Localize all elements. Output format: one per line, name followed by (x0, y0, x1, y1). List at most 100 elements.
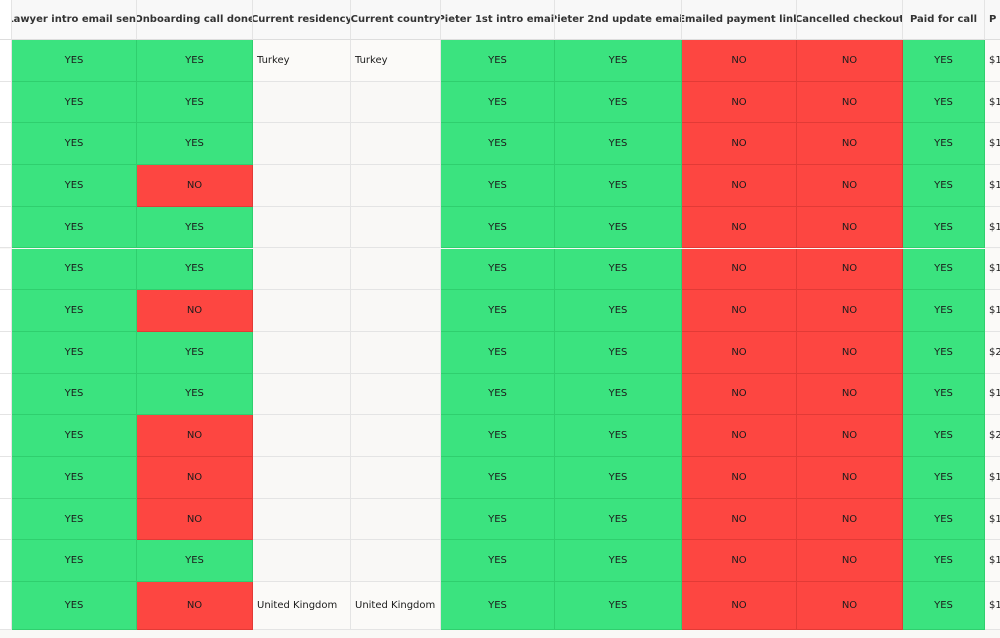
no-cell: NO (797, 373, 903, 416)
yes-cell: YES (903, 540, 985, 583)
yes-cell: YES (441, 206, 555, 249)
no-cell: NO (797, 40, 903, 82)
cell: $1 (985, 498, 1000, 541)
cell: $1 (985, 81, 1000, 124)
empty-cell (253, 206, 351, 249)
yes-cell: YES (903, 123, 985, 166)
yes-cell: YES (555, 415, 682, 457)
yes-cell: YES (441, 123, 555, 166)
yes-cell: YES (137, 81, 253, 124)
empty-cell (253, 123, 351, 166)
no-cell: NO (682, 81, 797, 124)
yes-cell: YES (441, 248, 555, 291)
no-cell: NO (682, 123, 797, 166)
yes-cell: YES (137, 540, 253, 583)
cell: $1 (985, 540, 1000, 583)
column-header: Current country (351, 0, 441, 40)
yes-cell: YES (903, 290, 985, 332)
empty-cell (253, 457, 351, 499)
row-header-cell (0, 206, 12, 249)
yes-cell: YES (555, 81, 682, 124)
no-cell: NO (137, 165, 253, 207)
yes-cell: YES (555, 331, 682, 374)
empty-cell (351, 457, 441, 499)
yes-cell: YES (555, 40, 682, 82)
yes-cell: YES (137, 248, 253, 291)
yes-cell: YES (12, 373, 137, 416)
cell: United Kingdom (351, 582, 441, 631)
cell: $2 (985, 415, 1000, 457)
no-cell: NO (682, 248, 797, 291)
no-cell: NO (797, 540, 903, 583)
column-header: Pieter 2nd update email (555, 0, 682, 40)
yes-cell: YES (441, 373, 555, 416)
yes-cell: YES (441, 457, 555, 499)
no-cell: NO (797, 582, 903, 631)
no-cell: NO (797, 498, 903, 541)
no-cell: NO (682, 415, 797, 457)
column-header: Current residency (253, 0, 351, 40)
empty-cell (351, 81, 441, 124)
empty-cell (351, 373, 441, 416)
no-cell: NO (797, 81, 903, 124)
yes-cell: YES (555, 498, 682, 541)
yes-cell: YES (12, 457, 137, 499)
yes-cell: YES (903, 582, 985, 631)
column-header: Paid for call (903, 0, 985, 40)
cell: Turkey (253, 40, 351, 82)
yes-cell: YES (12, 123, 137, 166)
cell: United Kingdom (253, 582, 351, 631)
yes-cell: YES (555, 373, 682, 416)
yes-cell: YES (441, 415, 555, 457)
empty-cell (351, 206, 441, 249)
empty-cell (253, 248, 351, 291)
no-cell: NO (797, 206, 903, 249)
yes-cell: YES (555, 248, 682, 291)
row-header-cell (0, 498, 12, 541)
empty-cell (351, 123, 441, 166)
row-header-cell (0, 415, 12, 457)
yes-cell: YES (903, 40, 985, 82)
yes-cell: YES (555, 457, 682, 499)
no-cell: NO (797, 248, 903, 291)
yes-cell: YES (903, 498, 985, 541)
no-cell: NO (682, 540, 797, 583)
cell: $1 (985, 290, 1000, 332)
yes-cell: YES (555, 290, 682, 332)
yes-cell: YES (137, 331, 253, 374)
row-header-cell (0, 81, 12, 124)
yes-cell: YES (441, 582, 555, 631)
cell: $1 (985, 165, 1000, 207)
no-cell: NO (682, 40, 797, 82)
yes-cell: YES (555, 123, 682, 166)
no-cell: NO (682, 457, 797, 499)
empty-cell (253, 165, 351, 207)
row-header-cell (0, 540, 12, 583)
empty-cell (253, 498, 351, 541)
row-header-cell (0, 331, 12, 374)
no-cell: NO (797, 457, 903, 499)
yes-cell: YES (555, 165, 682, 207)
no-cell: NO (137, 457, 253, 499)
row-header-cell (0, 290, 12, 332)
row-header-cell (0, 123, 12, 166)
empty-cell (253, 81, 351, 124)
no-cell: NO (797, 290, 903, 332)
no-cell: NO (797, 123, 903, 166)
cell: $1 (985, 123, 1000, 166)
yes-cell: YES (555, 206, 682, 249)
yes-cell: YES (12, 540, 137, 583)
column-header: Pieter 1st intro email (441, 0, 555, 40)
cell: $1 (985, 582, 1000, 631)
yes-cell: YES (12, 331, 137, 374)
yes-cell: YES (555, 582, 682, 631)
column-header: Cancelled checkout (797, 0, 903, 40)
column-header: Onboarding call done (137, 0, 253, 40)
yes-cell: YES (441, 540, 555, 583)
row-header-cell (0, 40, 12, 82)
empty-cell (253, 415, 351, 457)
yes-cell: YES (137, 123, 253, 166)
no-cell: NO (682, 206, 797, 249)
empty-cell (351, 415, 441, 457)
